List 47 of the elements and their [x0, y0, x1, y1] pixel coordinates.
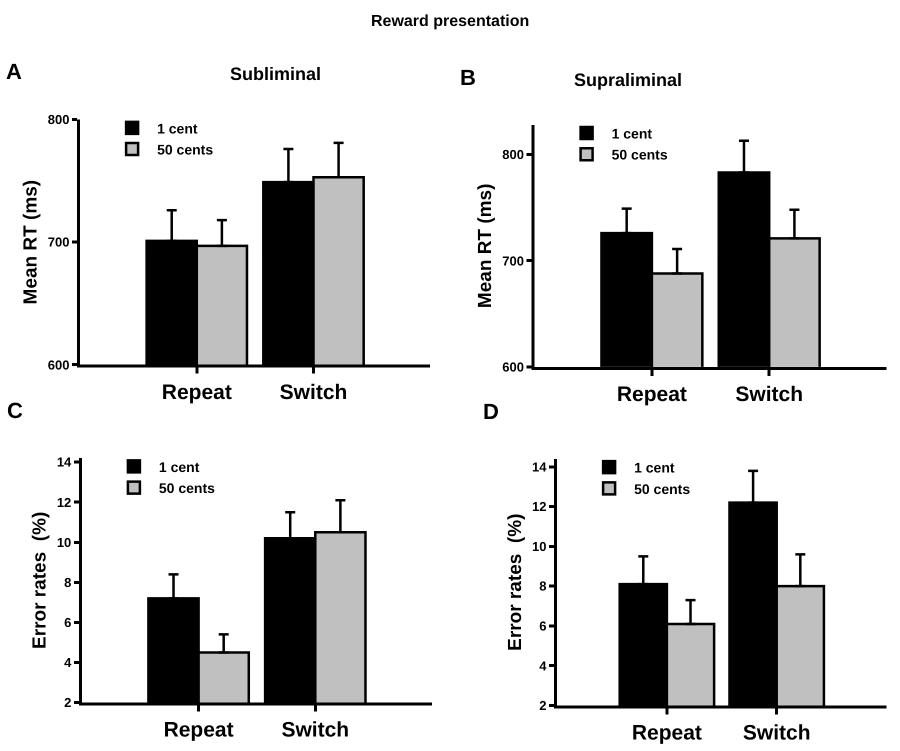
- x-tick-label: Switch: [280, 380, 348, 404]
- y-axis-title: Error rates (%): [504, 514, 526, 651]
- y-tick-label: 10: [56, 534, 72, 550]
- y-tick-label: 14: [56, 454, 72, 470]
- legend-label: 1 cent: [157, 120, 198, 136]
- y-tick-label: 14: [532, 459, 548, 474]
- x-tick-label: Switch: [742, 722, 811, 745]
- legend-label: 50 cents: [158, 480, 216, 496]
- y-tick-label: 6: [539, 618, 546, 634]
- chart-title: Subliminal: [230, 64, 322, 84]
- y-tick-label: 2: [64, 695, 72, 710]
- y-tick-label: 2: [539, 698, 546, 714]
- x-tick-label: Repeat: [162, 380, 232, 404]
- y-tick-label: 700: [502, 253, 524, 268]
- x-tick-label: Switch: [281, 718, 350, 742]
- text: B: [460, 65, 476, 90]
- y-tick-label: 12: [532, 499, 546, 514]
- x-tick-label: Repeat: [616, 383, 687, 406]
- text: D: [483, 399, 499, 424]
- legend-label: 50 cents: [634, 480, 690, 497]
- legend-label: 50 cents: [612, 146, 668, 163]
- y-tick-label: 8: [64, 574, 72, 590]
- y-axis-title: Error rates (%): [30, 512, 51, 649]
- x-tick-label: Switch: [735, 383, 804, 406]
- y-tick-label: 700: [48, 234, 70, 250]
- y-tick-label: 600: [48, 357, 70, 372]
- chart-title: Supraliminal: [574, 70, 682, 90]
- y-tick-label: 4: [64, 655, 72, 670]
- y-tick-label: 8: [539, 578, 546, 594]
- legend-label: 1 cent: [634, 460, 675, 476]
- y-axis-title: Mean RT (ms): [475, 184, 496, 308]
- y-tick-label: 600: [502, 359, 524, 374]
- y-axis-title: Mean RT (ms): [20, 180, 42, 304]
- legend-label: 1 cent: [612, 125, 652, 142]
- x-tick-label: Repeat: [632, 722, 702, 745]
- y-tick-label: 800: [48, 112, 70, 128]
- x-tick-label: Repeat: [164, 718, 234, 742]
- text: A: [6, 59, 22, 84]
- y-tick-label: 10: [532, 538, 546, 554]
- y-tick-label: 12: [56, 494, 72, 510]
- legend-label: 1 cent: [158, 458, 200, 475]
- y-tick-label: 800: [502, 147, 524, 162]
- legend-label: 50 cents: [157, 142, 214, 158]
- text: C: [7, 398, 23, 423]
- y-tick-label: 6: [64, 614, 72, 630]
- y-tick-label: 4: [539, 658, 548, 674]
- text: Reward presentation: [371, 13, 530, 30]
